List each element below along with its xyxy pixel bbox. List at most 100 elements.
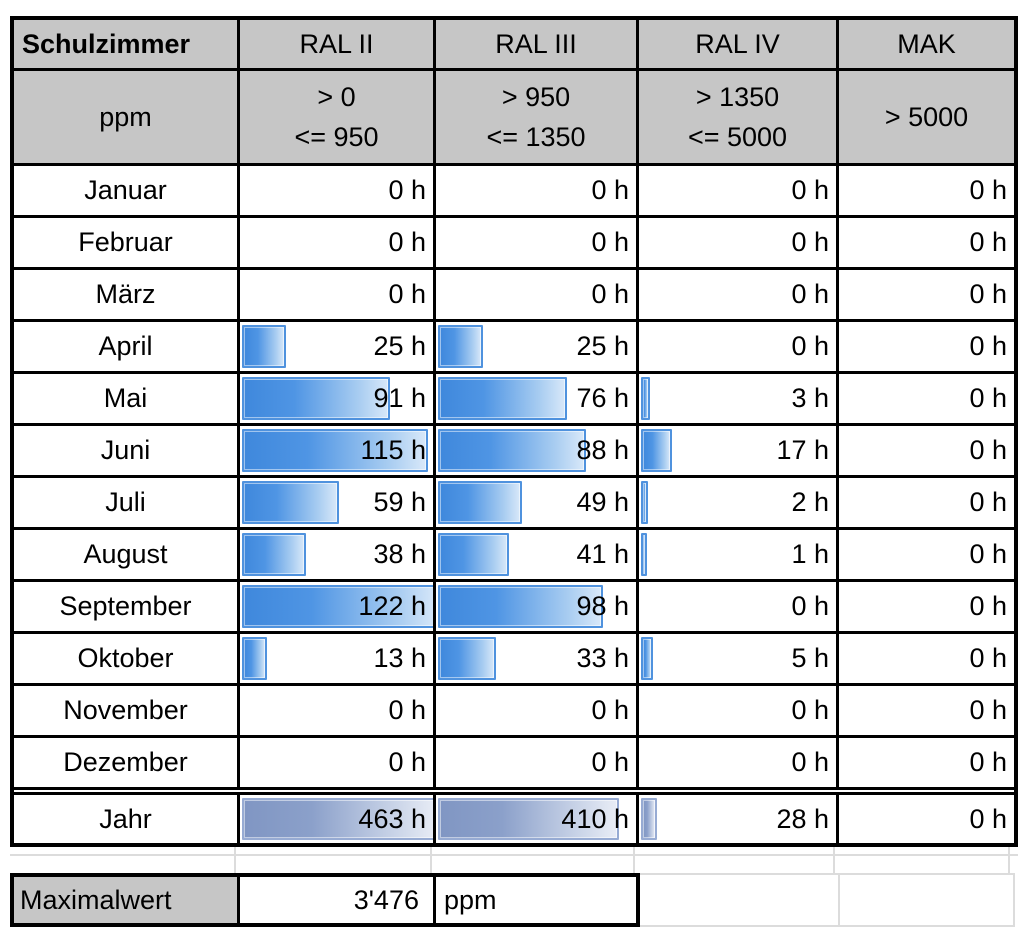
empty-grid-cell[interactable] <box>432 856 635 873</box>
empty-grid-cell[interactable] <box>635 856 835 873</box>
value-cell[interactable]: 5 h <box>639 634 839 683</box>
value-cell[interactable]: 0 h <box>436 738 639 787</box>
month-label-cell[interactable]: Dezember <box>14 738 240 787</box>
value-cell[interactable]: 0 h <box>436 270 639 319</box>
empty-grid-cell[interactable] <box>236 847 432 854</box>
value-cell[interactable]: 0 h <box>240 686 436 735</box>
value-cell[interactable]: 0 h <box>639 738 839 787</box>
empty-grid-cell[interactable] <box>835 847 1010 854</box>
value-cell[interactable]: 33 h <box>436 634 639 683</box>
empty-grid-cell[interactable] <box>635 847 835 854</box>
value-cell[interactable]: 25 h <box>436 322 639 371</box>
column-header-ral3[interactable]: RAL III <box>436 20 639 68</box>
value-cell[interactable]: 91 h <box>240 374 436 423</box>
value-cell[interactable]: 0 h <box>240 270 436 319</box>
value-cell[interactable]: 463 h <box>240 795 436 843</box>
value-cell[interactable]: 0 h <box>240 166 436 215</box>
value-cell[interactable]: 0 h <box>839 426 1014 475</box>
unit-label: ppm <box>99 101 152 132</box>
month-label-cell[interactable]: November <box>14 686 240 735</box>
empty-grid-cell[interactable] <box>840 873 1015 927</box>
table-row-dezember: Dezember 0 h 0 h 0 h 0 h <box>14 738 1014 790</box>
column-header-mak[interactable]: MAK <box>839 20 1014 68</box>
month-label-cell[interactable]: Mai <box>14 374 240 423</box>
value-cell[interactable]: 49 h <box>436 478 639 527</box>
value-cell[interactable]: 410 h <box>436 795 639 843</box>
value-cell[interactable]: 0 h <box>240 218 436 267</box>
value-cell[interactable]: 115 h <box>240 426 436 475</box>
value-cell[interactable]: 0 h <box>839 270 1014 319</box>
month-label-cell[interactable]: Februar <box>14 218 240 267</box>
value-cell[interactable]: 76 h <box>436 374 639 423</box>
value-text: 0 h <box>388 279 426 309</box>
month-label-cell[interactable]: Oktober <box>14 634 240 683</box>
empty-grid-cell[interactable] <box>10 856 236 873</box>
value-text: 1 h <box>791 539 829 569</box>
value-cell[interactable]: 25 h <box>240 322 436 371</box>
value-cell[interactable]: 0 h <box>639 686 839 735</box>
maximalwert-unit-cell[interactable]: ppm <box>436 877 636 923</box>
month-label-cell[interactable]: Januar <box>14 166 240 215</box>
range-cell-ral4[interactable]: > 1350 <= 5000 <box>639 71 839 163</box>
value-cell[interactable]: 0 h <box>639 322 839 371</box>
empty-grid-cell[interactable] <box>640 873 840 927</box>
value-cell[interactable]: 1 h <box>639 530 839 579</box>
value-text: 0 h <box>591 695 629 725</box>
maximalwert-value-cell[interactable]: 3'476 <box>240 877 436 923</box>
empty-grid-cell[interactable] <box>835 856 1010 873</box>
month-label-cell[interactable]: August <box>14 530 240 579</box>
value-cell[interactable]: 0 h <box>436 166 639 215</box>
month-label-cell[interactable]: Juli <box>14 478 240 527</box>
value-cell[interactable]: 0 h <box>839 322 1014 371</box>
empty-grid-cell[interactable] <box>236 856 432 873</box>
value-cell[interactable]: 13 h <box>240 634 436 683</box>
value-cell[interactable]: 0 h <box>240 738 436 787</box>
value-cell[interactable]: 122 h <box>240 582 436 631</box>
column-header-ral4[interactable]: RAL IV <box>639 20 839 68</box>
month-label-cell[interactable]: September <box>14 582 240 631</box>
maximalwert-box: Maximalwert 3'476 ppm <box>10 873 640 927</box>
maximalwert-label-cell[interactable]: Maximalwert <box>14 877 240 923</box>
value-cell[interactable]: 0 h <box>839 374 1014 423</box>
month-label-cell[interactable]: April <box>14 322 240 371</box>
value-cell[interactable]: 0 h <box>839 478 1014 527</box>
value-cell[interactable]: 0 h <box>839 634 1014 683</box>
value-cell[interactable]: 0 h <box>639 166 839 215</box>
value-cell[interactable]: 0 h <box>839 218 1014 267</box>
value-cell[interactable]: 3 h <box>639 374 839 423</box>
maximalwert-value: 3'476 <box>353 884 419 915</box>
empty-grid-cell[interactable] <box>10 847 236 854</box>
unit-cell[interactable]: ppm <box>14 71 240 163</box>
column-header-ral2[interactable]: RAL II <box>240 20 436 68</box>
data-bar <box>641 798 657 840</box>
corner-header-cell[interactable]: Schulzimmer <box>14 20 240 68</box>
value-cell[interactable]: 0 h <box>639 582 839 631</box>
value-cell[interactable]: 0 h <box>839 795 1014 843</box>
empty-grid-cell[interactable] <box>432 847 635 854</box>
month-label-cell[interactable]: März <box>14 270 240 319</box>
value-cell[interactable]: 0 h <box>639 270 839 319</box>
value-cell[interactable]: 17 h <box>639 426 839 475</box>
value-cell[interactable]: 98 h <box>436 582 639 631</box>
month-label-cell[interactable]: Juni <box>14 426 240 475</box>
value-cell[interactable]: 28 h <box>639 795 839 843</box>
value-cell[interactable]: 0 h <box>436 218 639 267</box>
value-cell[interactable]: 41 h <box>436 530 639 579</box>
range-cell-ral3[interactable]: > 950 <= 1350 <box>436 71 639 163</box>
value-cell[interactable]: 38 h <box>240 530 436 579</box>
value-cell[interactable]: 0 h <box>839 582 1014 631</box>
value-cell[interactable]: 0 h <box>839 738 1014 787</box>
year-label-cell[interactable]: Jahr <box>14 795 240 843</box>
value-cell[interactable]: 2 h <box>639 478 839 527</box>
value-cell[interactable]: 0 h <box>839 530 1014 579</box>
value-cell[interactable]: 0 h <box>839 166 1014 215</box>
value-text: 0 h <box>791 747 829 777</box>
range-cell-mak[interactable]: > 5000 <box>839 71 1014 163</box>
value-cell[interactable]: 0 h <box>436 686 639 735</box>
value-cell[interactable]: 0 h <box>839 686 1014 735</box>
value-cell[interactable]: 88 h <box>436 426 639 475</box>
range-header-row: ppm > 0 <= 950 > 950 <= 1350 > 1350 <= 5… <box>14 71 1014 166</box>
range-cell-ral2[interactable]: > 0 <= 950 <box>240 71 436 163</box>
value-cell[interactable]: 0 h <box>639 218 839 267</box>
value-cell[interactable]: 59 h <box>240 478 436 527</box>
